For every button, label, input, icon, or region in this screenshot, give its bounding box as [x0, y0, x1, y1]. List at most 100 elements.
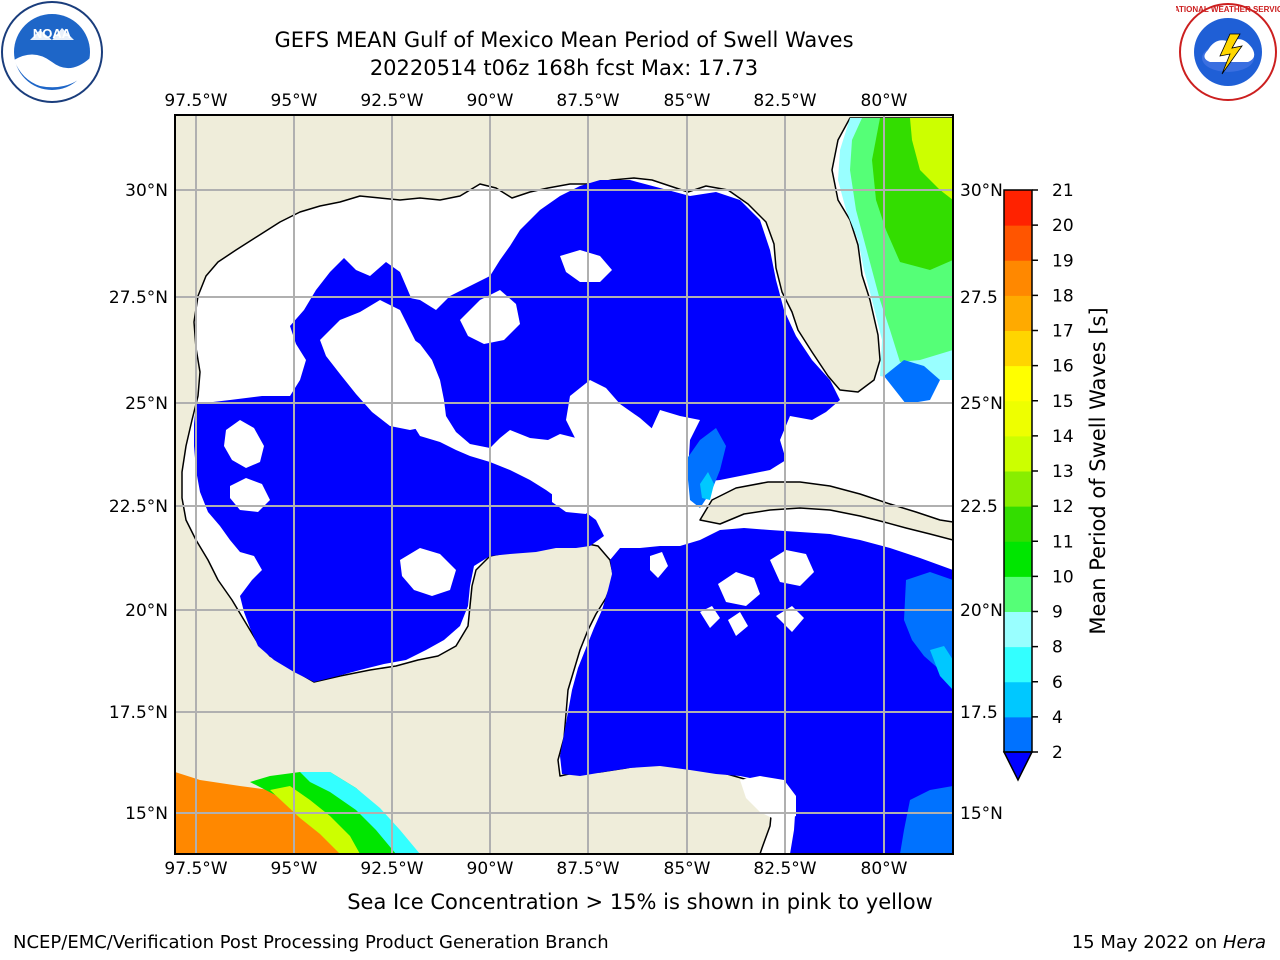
atlantic-swell-field: [838, 118, 953, 380]
lon-tick-bottom: 82.5°W: [753, 859, 816, 879]
swell-hole-14: [740, 776, 796, 822]
footer-date: 15 May 2022 on Hera: [1072, 932, 1266, 953]
noaa-logo: NOAA: [1, 1, 103, 103]
lat-tick-left: 22.5°N: [109, 497, 168, 517]
cyan-swell-patches: [700, 472, 953, 690]
lon-tick-bottom: 85°W: [664, 859, 711, 879]
colorbar-tick-label: 12: [1052, 497, 1074, 517]
colorbar-segments: [1004, 190, 1032, 753]
colorbar-tick-label: 9: [1052, 603, 1063, 623]
colorbar-tick-label: 18: [1052, 286, 1074, 306]
lat-tick-left: 20°N: [125, 601, 168, 621]
lon-tick-top: 82.5°W: [753, 91, 816, 111]
lat-tick-right: 30°N: [960, 181, 1003, 201]
sea-ice-note: Sea Ice Concentration > 15% is shown in …: [0, 890, 1280, 914]
lon-tick-top: 97.5°W: [164, 91, 227, 111]
map-title: GEFS MEAN Gulf of Mexico Mean Period of …: [274, 28, 854, 52]
colorbar-tick-label: 17: [1052, 322, 1074, 342]
lon-tick-bottom: 95°W: [271, 859, 318, 879]
colorbar-tick-label: 20: [1052, 216, 1074, 236]
swell-hole-8: [400, 548, 456, 596]
swell-hole-11: [700, 606, 720, 628]
lon-tick-top: 85°W: [664, 91, 711, 111]
swell-hole-10: [770, 550, 814, 586]
map-plot-area: [175, 115, 953, 854]
lat-tick-left: 27.5°N: [109, 288, 168, 308]
lon-tick-bottom: 90°W: [467, 859, 514, 879]
colorbar-tick-label: 21: [1052, 181, 1074, 201]
lat-tick-right: 15°N: [960, 804, 1003, 824]
colorbar-tick-label: 16: [1052, 357, 1074, 377]
swell-hole-5: [552, 474, 596, 514]
lat-tick-left: 17.5°N: [109, 703, 168, 723]
swell-hole-12: [728, 612, 748, 636]
lon-ticks-top: 97.5°W 95°W 92.5°W 90°W 87.5°W 85°W 82.5…: [164, 91, 907, 111]
footer-date-text: 15 May 2022 on: [1071, 932, 1223, 953]
colorbar-segment: [1004, 576, 1032, 612]
lon-tick-top: 87.5°W: [556, 91, 619, 111]
nws-logo: NATIONAL WEATHER SERVICE: [1176, 3, 1280, 101]
colorbar-segment: [1004, 330, 1032, 367]
lat-tick-right: 22.5: [960, 497, 998, 517]
colorbar-segment: [1004, 541, 1032, 577]
nws-logo-ring-text: NATIONAL WEATHER SERVICE: [1176, 5, 1280, 14]
colorbar-segment: [1004, 365, 1032, 402]
colorbar-segment: [1004, 681, 1032, 718]
lat-tick-right: 27.5: [960, 288, 998, 308]
lat-tick-left: 30°N: [125, 181, 168, 201]
lon-ticks-bottom: 97.5°W 95°W 92.5°W 90°W 87.5°W 85°W 82.5…: [164, 859, 907, 879]
lat-ticks-left: 30°N 27.5°N 25°N 22.5°N 20°N 17.5°N 15°N: [109, 181, 168, 824]
swell-hole-4: [566, 380, 660, 466]
lat-tick-left: 25°N: [125, 394, 168, 414]
land-north-america: [175, 115, 953, 854]
swell-hole-6: [224, 420, 264, 468]
lat-ticks-right: 30°N 27.5 25°N 22.5 20°N 17.5 15°N: [960, 181, 1003, 824]
colorbar-under-triangle: [1002, 751, 1034, 782]
light-blue-patch-yucatan: [686, 428, 726, 508]
colorbar-tick-label: 14: [1052, 427, 1074, 447]
colorbar-tick-label: 13: [1052, 462, 1074, 482]
colorbar-label: Mean Period of Swell Waves [s]: [1086, 307, 1110, 634]
colorbar-tick-label: 6: [1052, 673, 1063, 693]
lon-tick-bottom: 80°W: [861, 859, 908, 879]
lon-tick-top: 80°W: [861, 91, 908, 111]
lon-tick-top: 95°W: [271, 91, 318, 111]
lon-tick-top: 90°W: [467, 91, 514, 111]
colorbar-segment: [1004, 225, 1032, 261]
light-blue-patch-fl-east: [884, 360, 940, 404]
cyan-patch-caribbean-east: [930, 646, 953, 690]
map-grid: [175, 115, 953, 854]
colorbar-segment: [1004, 611, 1032, 648]
colorbar-segment: [1004, 295, 1032, 331]
lat-tick-right: 20°N: [960, 601, 1003, 621]
colorbar-segment: [1004, 400, 1032, 437]
pacific-yellow-zone: [270, 786, 360, 854]
swell-hole-3: [560, 250, 612, 282]
lon-tick-bottom: 87.5°W: [556, 859, 619, 879]
footer-credit: NCEP/EMC/Verification Post Processing Pr…: [13, 932, 609, 953]
light-blue-patch-caribbean-south: [900, 786, 953, 854]
cyan-patch-yucatan: [700, 472, 714, 500]
colorbar-tick-label: 4: [1052, 708, 1063, 728]
colorbar-segment: [1004, 506, 1032, 542]
swell-hole-15: [650, 552, 668, 578]
colorbar-tick-label: 15: [1052, 392, 1074, 412]
colorbar-tick-label: 8: [1052, 638, 1063, 658]
lon-tick-bottom: 97.5°W: [164, 859, 227, 879]
footer-host: Hera: [1222, 932, 1266, 953]
colorbar-ticks: 2 4 6 8 9 10 11 12 13 14 15 16 17 18 19 20 21: [1032, 181, 1074, 763]
lon-tick-bottom: 92.5°W: [360, 859, 423, 879]
lat-tick-right: 17.5: [960, 703, 998, 723]
colorbar-segment: [1004, 646, 1032, 683]
swell-holes: [224, 250, 814, 822]
colorbar-segment: [1004, 260, 1032, 296]
colorbar-tick-label: 10: [1052, 567, 1074, 587]
colorbar-segment: [1004, 435, 1032, 472]
map-subtitle: 20220514 t06z 168h fcst Max: 17.73: [369, 56, 759, 80]
map-frame: [174, 114, 954, 855]
lat-tick-right: 25°N: [960, 394, 1003, 414]
swell-hole-13: [776, 606, 804, 632]
colorbar-segment: [1004, 716, 1032, 753]
colorbar-tick-label: 2: [1052, 743, 1063, 763]
